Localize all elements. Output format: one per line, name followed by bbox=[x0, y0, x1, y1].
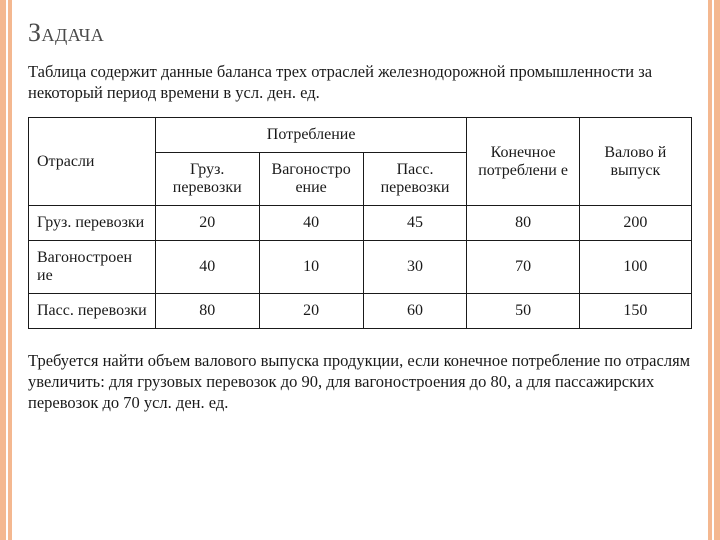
cell: 80 bbox=[467, 206, 579, 241]
cell: 50 bbox=[467, 294, 579, 329]
cell: 60 bbox=[363, 294, 467, 329]
cell: 20 bbox=[155, 206, 259, 241]
header-col2: Вагоностро ение bbox=[259, 153, 363, 206]
table-row: Вагоностроен ие 40 10 30 70 100 bbox=[29, 241, 692, 294]
header-branches: Отрасли bbox=[29, 118, 156, 206]
row-label: Вагоностроен ие bbox=[29, 241, 156, 294]
decor-border-left bbox=[0, 0, 14, 540]
cell: 30 bbox=[363, 241, 467, 294]
table-row: Груз. перевозки 20 40 45 80 200 bbox=[29, 206, 692, 241]
cell: 70 bbox=[467, 241, 579, 294]
cell: 40 bbox=[155, 241, 259, 294]
header-col3: Пасс. перевозки bbox=[363, 153, 467, 206]
header-consumption: Потребление bbox=[155, 118, 467, 153]
header-gross: Валово й выпуск bbox=[579, 118, 691, 206]
cell: 80 bbox=[155, 294, 259, 329]
cell: 40 bbox=[259, 206, 363, 241]
slide-content: Задача Таблица содержит данные баланса т… bbox=[28, 18, 692, 413]
balance-table: Отрасли Потребление Конечное потреблени … bbox=[28, 117, 692, 329]
row-label: Груз. перевозки bbox=[29, 206, 156, 241]
cell: 10 bbox=[259, 241, 363, 294]
cell: 20 bbox=[259, 294, 363, 329]
table-row: Пасс. перевозки 80 20 60 50 150 bbox=[29, 294, 692, 329]
intro-text: Таблица содержит данные баланса трех отр… bbox=[28, 62, 692, 103]
row-label: Пасс. перевозки bbox=[29, 294, 156, 329]
cell: 45 bbox=[363, 206, 467, 241]
cell: 200 bbox=[579, 206, 691, 241]
cell: 100 bbox=[579, 241, 691, 294]
outro-text: Требуется найти объем валового выпуска п… bbox=[28, 351, 692, 413]
decor-border-right bbox=[706, 0, 720, 540]
header-col1: Груз. перевозки bbox=[155, 153, 259, 206]
cell: 150 bbox=[579, 294, 691, 329]
header-final: Конечное потреблени е bbox=[467, 118, 579, 206]
page-title: Задача bbox=[28, 18, 692, 48]
